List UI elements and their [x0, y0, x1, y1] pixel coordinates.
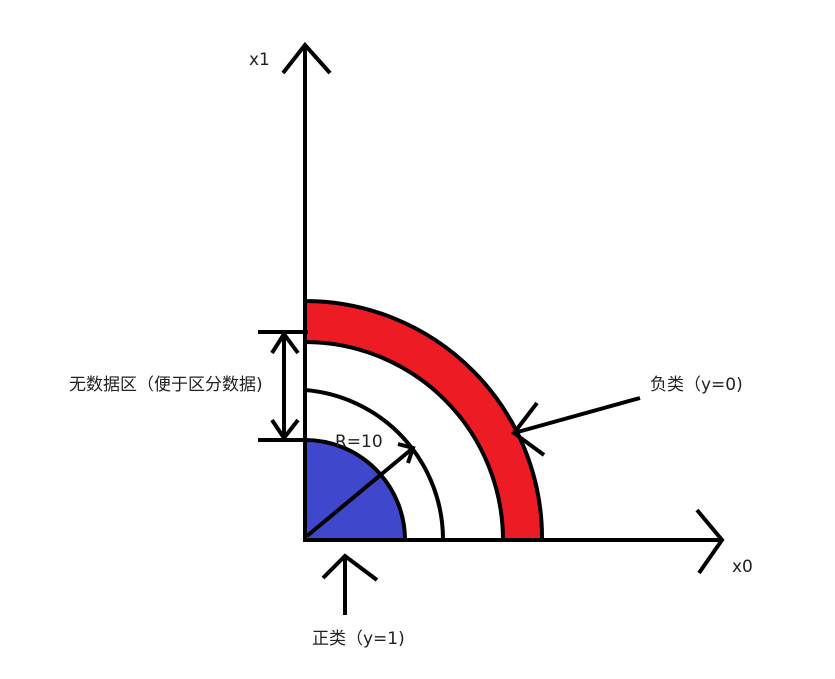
x1-axis-label: x1: [249, 50, 270, 70]
gap-dimension-arrowhead-bottom: [270, 418, 300, 442]
negative-class-label: 负类（y=0): [650, 375, 743, 395]
radius-arrow-line: [305, 446, 415, 538]
negative-pointer-line: [513, 396, 641, 435]
inner-boundary-arc: [304, 388, 446, 541]
positive-class-label: 正类（y=1): [312, 629, 405, 649]
gap-dimension-arrowhead-top: [270, 330, 300, 355]
x0-axis-arrowhead: [695, 508, 725, 575]
x1-axis-arrowhead: [281, 41, 332, 75]
radius-label: R=10: [335, 432, 383, 452]
positive-pointer-arrowhead: [321, 553, 379, 582]
negative-pointer-arrowhead: [511, 401, 546, 457]
x0-axis-label: x0: [732, 557, 753, 577]
radius-arrowhead: [397, 442, 416, 464]
gap-region-label: 无数据区（便于区分数据): [69, 375, 263, 395]
